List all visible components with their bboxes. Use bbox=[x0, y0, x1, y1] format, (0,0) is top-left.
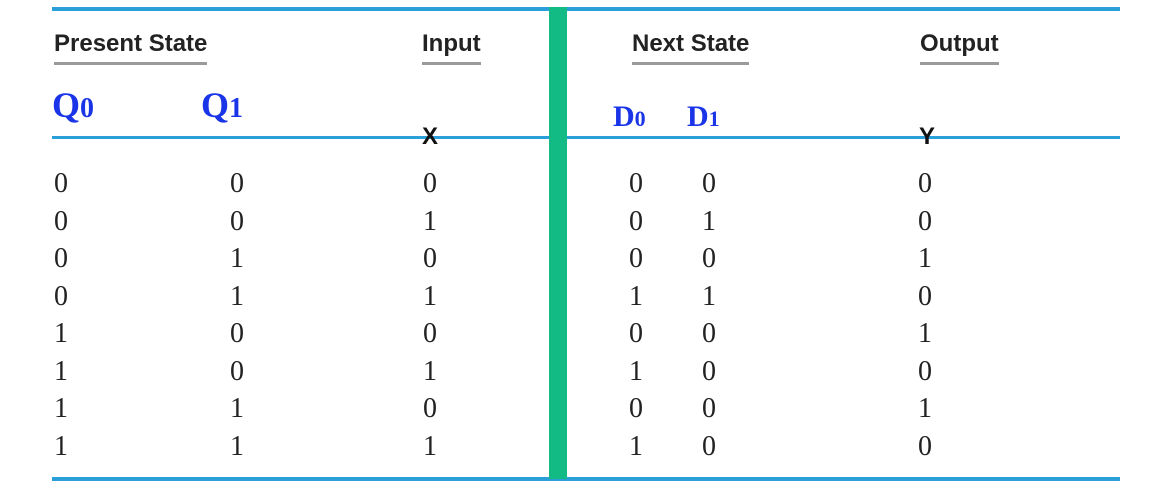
cell-d0: 0 bbox=[629, 393, 643, 424]
cell-d0: 0 bbox=[629, 318, 643, 349]
cell-x: 1 bbox=[423, 280, 437, 312]
cell-d0: 0 bbox=[629, 243, 643, 274]
group-header-input: Input bbox=[422, 30, 481, 65]
column-header-q1: Q1 bbox=[201, 85, 243, 129]
cell-x: 1 bbox=[423, 430, 437, 462]
cell-x: 0 bbox=[423, 393, 437, 424]
cell-d1: 0 bbox=[702, 168, 716, 199]
cell-q0: 0 bbox=[54, 168, 68, 199]
cell-x: 1 bbox=[423, 355, 437, 387]
cell-y: 0 bbox=[918, 355, 932, 387]
table-row: 1 1 1 1 0 0 bbox=[0, 431, 1173, 469]
q1-subscript: 1 bbox=[229, 93, 244, 124]
cell-d1: 0 bbox=[702, 393, 716, 424]
cell-q0: 0 bbox=[54, 243, 68, 274]
d1-subscript: 1 bbox=[708, 106, 720, 131]
table-row: 1 1 0 0 0 1 bbox=[0, 393, 1173, 431]
cell-y: 0 bbox=[918, 280, 932, 312]
cell-x: 1 bbox=[423, 205, 437, 237]
table-row: 1 0 0 0 0 1 bbox=[0, 318, 1173, 356]
cell-q1: 0 bbox=[230, 205, 244, 237]
cell-q0: 1 bbox=[54, 393, 68, 424]
cell-q0: 0 bbox=[54, 205, 68, 237]
cell-q1: 0 bbox=[230, 168, 244, 199]
cell-d1: 1 bbox=[702, 280, 716, 312]
cell-y: 0 bbox=[918, 205, 932, 237]
cell-q0: 0 bbox=[54, 280, 68, 312]
cell-x: 0 bbox=[423, 318, 437, 349]
table-row: 0 1 1 1 1 0 bbox=[0, 281, 1173, 319]
cell-q1: 1 bbox=[230, 243, 244, 274]
column-header-d0: D0 bbox=[613, 100, 646, 136]
d1-letter: D bbox=[687, 100, 709, 133]
cell-d0: 1 bbox=[629, 355, 643, 387]
table-row: 0 1 0 0 0 1 bbox=[0, 243, 1173, 281]
cell-d0: 1 bbox=[629, 430, 643, 462]
column-header-d1: D1 bbox=[687, 100, 720, 136]
table-row: 0 0 1 0 1 0 bbox=[0, 206, 1173, 244]
cell-q1: 1 bbox=[230, 430, 244, 462]
column-header-y: Y bbox=[919, 123, 936, 150]
group-header-output: Output bbox=[920, 30, 999, 65]
group-header-present-state: Present State bbox=[54, 30, 208, 65]
cell-q1: 1 bbox=[230, 393, 244, 424]
cell-q1: 1 bbox=[230, 280, 244, 312]
cell-d1: 0 bbox=[702, 243, 716, 274]
cell-q1: 0 bbox=[230, 355, 244, 387]
cell-y: 0 bbox=[918, 430, 932, 462]
cell-x: 0 bbox=[423, 243, 437, 274]
table-bottom-rule bbox=[52, 477, 1120, 481]
cell-q0: 1 bbox=[54, 355, 68, 387]
cell-d1: 0 bbox=[702, 318, 716, 349]
cell-y: 1 bbox=[918, 393, 932, 424]
cell-d0: 0 bbox=[629, 205, 643, 237]
cell-d1: 0 bbox=[702, 355, 716, 387]
q0-letter: Q bbox=[52, 85, 81, 125]
cell-d0: 0 bbox=[629, 168, 643, 199]
table-row: 0 0 0 0 0 0 bbox=[0, 168, 1173, 206]
cell-q1: 0 bbox=[230, 318, 244, 349]
table-body: 0 0 0 0 0 0 0 0 1 0 1 0 0 1 0 0 0 1 0 1 … bbox=[0, 168, 1173, 468]
cell-y: 1 bbox=[918, 243, 932, 274]
cell-d1: 0 bbox=[702, 430, 716, 462]
d0-subscript: 0 bbox=[634, 106, 646, 131]
table-header-rule bbox=[52, 136, 1120, 139]
cell-x: 0 bbox=[423, 168, 437, 199]
cell-y: 1 bbox=[918, 318, 932, 349]
cell-y: 0 bbox=[918, 168, 932, 199]
column-header-x: X bbox=[422, 123, 439, 150]
cell-q0: 1 bbox=[54, 430, 68, 462]
column-header-q0: Q0 bbox=[52, 85, 94, 129]
table-row: 1 0 1 1 0 0 bbox=[0, 356, 1173, 394]
column-divider bbox=[549, 7, 567, 479]
cell-q0: 1 bbox=[54, 318, 68, 349]
cell-d1: 1 bbox=[702, 205, 716, 237]
d0-letter: D bbox=[613, 100, 635, 133]
cell-d0: 1 bbox=[629, 280, 643, 312]
q0-subscript: 0 bbox=[80, 93, 95, 124]
table-top-rule bbox=[52, 7, 1120, 11]
q1-letter: Q bbox=[201, 85, 230, 125]
group-header-next-state: Next State bbox=[632, 30, 750, 65]
